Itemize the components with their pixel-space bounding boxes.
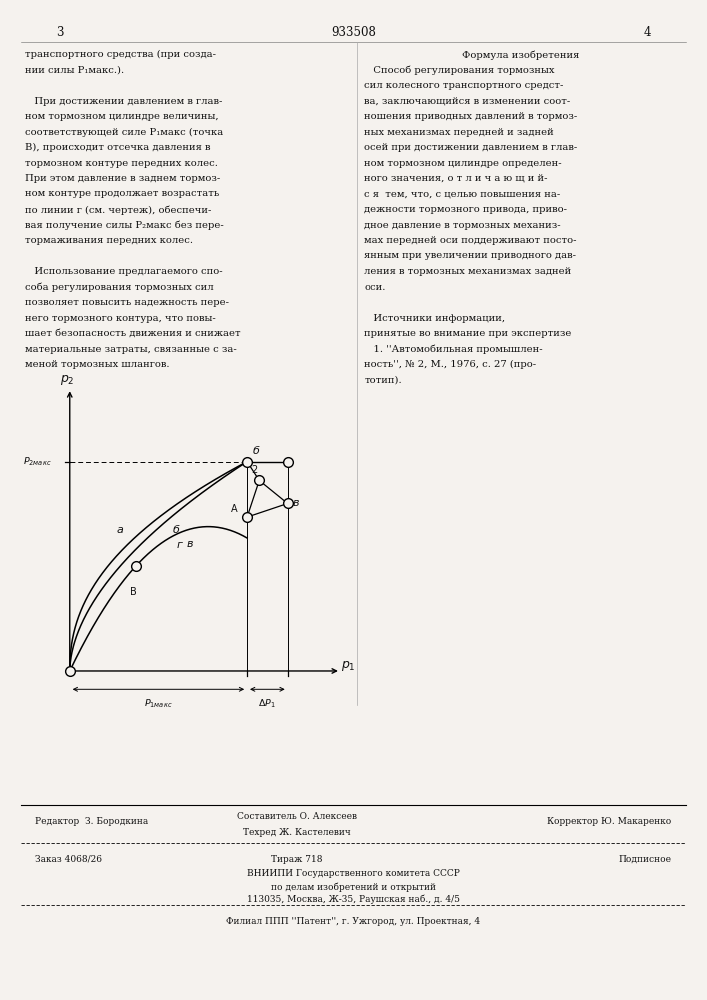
Text: соба регулирования тормозных сил: соба регулирования тормозных сил	[25, 282, 214, 292]
Text: 4: 4	[643, 25, 650, 38]
Text: янным при увеличении приводного дав-: янным при увеличении приводного дав-	[364, 251, 576, 260]
Text: 2: 2	[251, 465, 257, 475]
Text: При достижении давлением в глав-: При достижении давлением в глав-	[25, 97, 222, 105]
Text: тормаживания передних колес.: тормаживания передних колес.	[25, 236, 193, 245]
Text: дное давление в тормозных механиз-: дное давление в тормозных механиз-	[364, 221, 561, 230]
Text: тормозном контуре передних колес.: тормозном контуре передних колес.	[25, 159, 218, 168]
Text: него тормозного контура, что повы-: него тормозного контура, что повы-	[25, 314, 216, 323]
Text: а: а	[117, 525, 124, 535]
Text: ность'', № 2, М., 1976, с. 27 (про-: ность'', № 2, М., 1976, с. 27 (про-	[364, 360, 536, 369]
Text: мах передней оси поддерживают посто-: мах передней оси поддерживают посто-	[364, 236, 577, 245]
Text: 113035, Москва, Ж-35, Раушская наб., д. 4/5: 113035, Москва, Ж-35, Раушская наб., д. …	[247, 895, 460, 904]
Text: позволяет повысить надежность пере-: позволяет повысить надежность пере-	[25, 298, 229, 307]
Text: осей при достижении давлением в глав-: осей при достижении давлением в глав-	[364, 143, 578, 152]
Text: Способ регулирования тормозных: Способ регулирования тормозных	[364, 66, 554, 75]
Text: сил колесного транспортного средст-: сил колесного транспортного средст-	[364, 81, 563, 90]
Text: транспортного средства (при созда-: транспортного средства (при созда-	[25, 50, 216, 59]
Text: материальные затраты, связанные с за-: материальные затраты, связанные с за-	[25, 344, 237, 354]
Text: $p_1$: $p_1$	[341, 659, 356, 673]
Text: Корректор Ю. Макаренко: Корректор Ю. Макаренко	[547, 817, 672, 826]
Text: по делам изобретений и открытий: по делам изобретений и открытий	[271, 882, 436, 892]
Text: $p_2$: $p_2$	[60, 373, 74, 387]
Text: Филиал ППП ''Патент'', г. Ужгород, ул. Проектная, 4: Филиал ППП ''Патент'', г. Ужгород, ул. П…	[226, 917, 481, 926]
Text: $P_{2макс}$: $P_{2макс}$	[23, 455, 52, 468]
Text: $\Delta P_1$: $\Delta P_1$	[259, 697, 276, 710]
Text: Техред Ж. Кастелевич: Техред Ж. Кастелевич	[243, 828, 351, 837]
Text: с я  тем, что, с целью повышения на-: с я тем, что, с целью повышения на-	[364, 190, 561, 198]
Text: ном контуре продолжает возрастать: ном контуре продолжает возрастать	[25, 190, 219, 198]
Text: Формула изобретения: Формула изобретения	[462, 50, 579, 60]
Text: тотип).: тотип).	[364, 375, 402, 384]
Text: В: В	[129, 587, 136, 597]
Text: шает безопасность движения и снижает: шает безопасность движения и снижает	[25, 329, 240, 338]
Text: в: в	[187, 539, 193, 549]
Text: ва, заключающийся в изменении соот-: ва, заключающийся в изменении соот-	[364, 97, 571, 105]
Text: Источники информации,: Источники информации,	[364, 314, 506, 323]
Text: Составитель О. Алексеев: Составитель О. Алексеев	[237, 812, 357, 821]
Text: б: б	[252, 446, 259, 456]
Text: ных механизмах передней и задней: ных механизмах передней и задней	[364, 128, 554, 137]
Text: принятые во внимание при экспертизе: принятые во внимание при экспертизе	[364, 329, 571, 338]
Text: При этом давление в заднем тормоз-: При этом давление в заднем тормоз-	[25, 174, 220, 183]
Text: 1. ''Автомобильная промышлен-: 1. ''Автомобильная промышлен-	[364, 344, 543, 354]
Text: ВНИИПИ Государственного комитета СССР: ВНИИПИ Государственного комитета СССР	[247, 869, 460, 878]
Text: ления в тормозных механизмах задней: ления в тормозных механизмах задней	[364, 267, 571, 276]
Text: меной тормозных шлангов.: меной тормозных шлангов.	[25, 360, 169, 369]
Text: B), происходит отсечка давления в: B), происходит отсечка давления в	[25, 143, 210, 152]
Text: соответствующей силе P₁макс (точка: соответствующей силе P₁макс (точка	[25, 128, 223, 137]
Text: 3: 3	[57, 25, 64, 38]
Text: Заказ 4068/26: Заказ 4068/26	[35, 855, 103, 864]
Text: по линии г (см. чертеж), обеспечи-: по линии г (см. чертеж), обеспечи-	[25, 205, 211, 215]
Text: ного значения, о т л и ч а ю щ и й-: ного значения, о т л и ч а ю щ и й-	[364, 174, 548, 183]
Text: Использование предлагаемого спо-: Использование предлагаемого спо-	[25, 267, 223, 276]
Text: ном тормозном цилиндре величины,: ном тормозном цилиндре величины,	[25, 112, 218, 121]
Text: ношения приводных давлений в тормоз-: ношения приводных давлений в тормоз-	[364, 112, 578, 121]
Text: б: б	[173, 525, 180, 535]
Text: вая получение силы P₂макс без пере-: вая получение силы P₂макс без пере-	[25, 221, 223, 230]
Text: Редактор  З. Бородкина: Редактор З. Бородкина	[35, 817, 148, 826]
Text: $P_{1макс}$: $P_{1макс}$	[144, 697, 173, 710]
Text: Подписное: Подписное	[619, 855, 672, 864]
Text: Тираж 718: Тираж 718	[271, 855, 322, 864]
Text: нии силы P₁макс.).: нии силы P₁макс.).	[25, 66, 124, 75]
Text: А: А	[231, 504, 238, 514]
Text: дежности тормозного привода, приво-: дежности тормозного привода, приво-	[364, 205, 567, 214]
Text: ном тормозном цилиндре определен-: ном тормозном цилиндре определен-	[364, 159, 562, 168]
Text: оси.: оси.	[364, 282, 385, 292]
Text: 933508: 933508	[331, 25, 376, 38]
Text: г: г	[177, 540, 182, 550]
Text: в: в	[293, 498, 299, 508]
